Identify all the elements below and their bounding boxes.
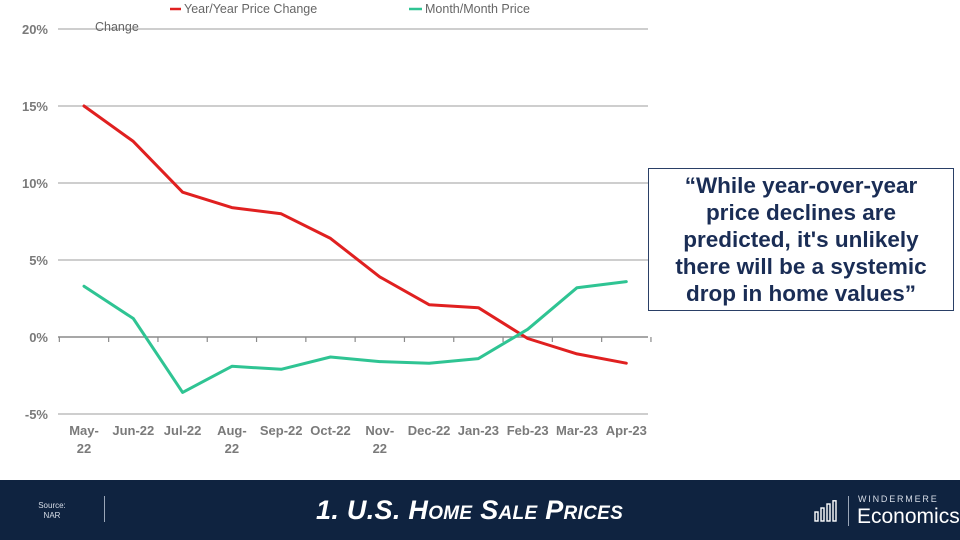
data-point-month-over-month: [329, 355, 332, 359]
y-tick-label: 20%: [22, 22, 48, 37]
footer-bar: Source: NAR 1. U.S. Home Sale Prices WIN…: [0, 480, 960, 540]
x-tick-label: Dec-22: [408, 423, 451, 438]
footer-divider: [104, 496, 105, 522]
x-tick-label: Oct-22: [310, 423, 350, 438]
x-tick-label: May-: [69, 423, 99, 438]
y-axis-ticks: 20% 15% 10% 5% 0% -5%: [22, 22, 48, 422]
x-tick-label: Jun-22: [112, 423, 154, 438]
quote-text: “While year-over-year price declines are…: [675, 173, 927, 306]
data-point-year-over-year: [132, 140, 135, 143]
x-tick-label: 22: [373, 441, 387, 456]
data-point-month-over-month: [427, 361, 431, 365]
x-tick-label: Sep-22: [260, 423, 303, 438]
data-point-month-over-month: [280, 368, 283, 371]
x-tick-label: Jul-22: [164, 423, 202, 438]
x-tick-label: Feb-23: [507, 423, 549, 438]
data-point-year-over-year: [230, 206, 234, 209]
legend-label-change-continued: Change: [95, 20, 139, 34]
slide-title: 1. U.S. Home Sale Prices: [316, 495, 624, 525]
x-tick-label: Apr-23: [606, 423, 647, 438]
x-tick-label: Jan-23: [458, 423, 499, 438]
source-value: NAR: [43, 511, 61, 520]
x-tick-label: Aug-: [217, 423, 247, 438]
brand-name-bottom: Economics: [857, 505, 960, 528]
x-tick-label: 22: [77, 441, 91, 456]
series-line-month-over-month: [82, 280, 628, 394]
data-point-month-over-month: [575, 286, 579, 289]
data-point-year-over-year: [477, 306, 480, 309]
price-change-chart: 20% 15% 10% 5% 0% -5% May- 22 Jun-22 Jul-22 Aug- 2…: [22, 2, 652, 456]
legend: Year/Year Price Change Month/Month Price…: [95, 2, 530, 34]
data-point-year-over-year: [427, 303, 431, 306]
x-tick-label: Nov-: [365, 423, 394, 438]
gridlines: [58, 28, 652, 415]
data-point-month-over-month: [526, 328, 529, 331]
bar-chart-icon: [814, 500, 837, 522]
data-point-year-over-year: [329, 237, 332, 240]
brand-divider: [848, 496, 849, 526]
data-point-year-over-year: [280, 212, 283, 215]
data-point-year-over-year: [82, 104, 86, 108]
legend-label-month-over-month: Month/Month Price: [425, 2, 530, 16]
x-tick-label: Mar-23: [556, 423, 598, 438]
quote-callout: “While year-over-year price declines are…: [648, 168, 954, 311]
y-tick-label: 0%: [29, 330, 48, 345]
data-point-year-over-year: [526, 337, 529, 340]
y-tick-label: -5%: [25, 407, 49, 422]
y-tick-label: 15%: [22, 99, 48, 114]
y-tick-label: 10%: [22, 176, 48, 191]
source-label: Source:: [38, 501, 66, 510]
series-line-year-over-year: [82, 104, 628, 365]
data-point-month-over-month: [132, 317, 135, 320]
source-note: Source: NAR: [28, 501, 76, 521]
data-point-month-over-month: [82, 284, 86, 288]
data-point-month-over-month: [625, 280, 628, 283]
x-axis-ticks: May- 22 Jun-22 Jul-22 Aug- 22 Sep-22 Oct-22 Nov-…: [69, 423, 647, 456]
data-point-year-over-year: [378, 275, 381, 279]
series-lines: [82, 104, 628, 394]
data-point-year-over-year: [181, 191, 184, 194]
data-point-month-over-month: [477, 357, 480, 360]
data-point-month-over-month: [378, 360, 381, 363]
y-tick-label: 5%: [29, 253, 48, 268]
data-point-year-over-year: [575, 352, 579, 356]
brand-name-top: WINDERMERE: [858, 494, 939, 504]
data-point-year-over-year: [625, 361, 628, 365]
data-point-month-over-month: [230, 365, 234, 368]
x-tick-label: 22: [225, 441, 239, 456]
legend-label-year-over-year: Year/Year Price Change: [184, 2, 317, 16]
data-point-month-over-month: [181, 391, 184, 394]
